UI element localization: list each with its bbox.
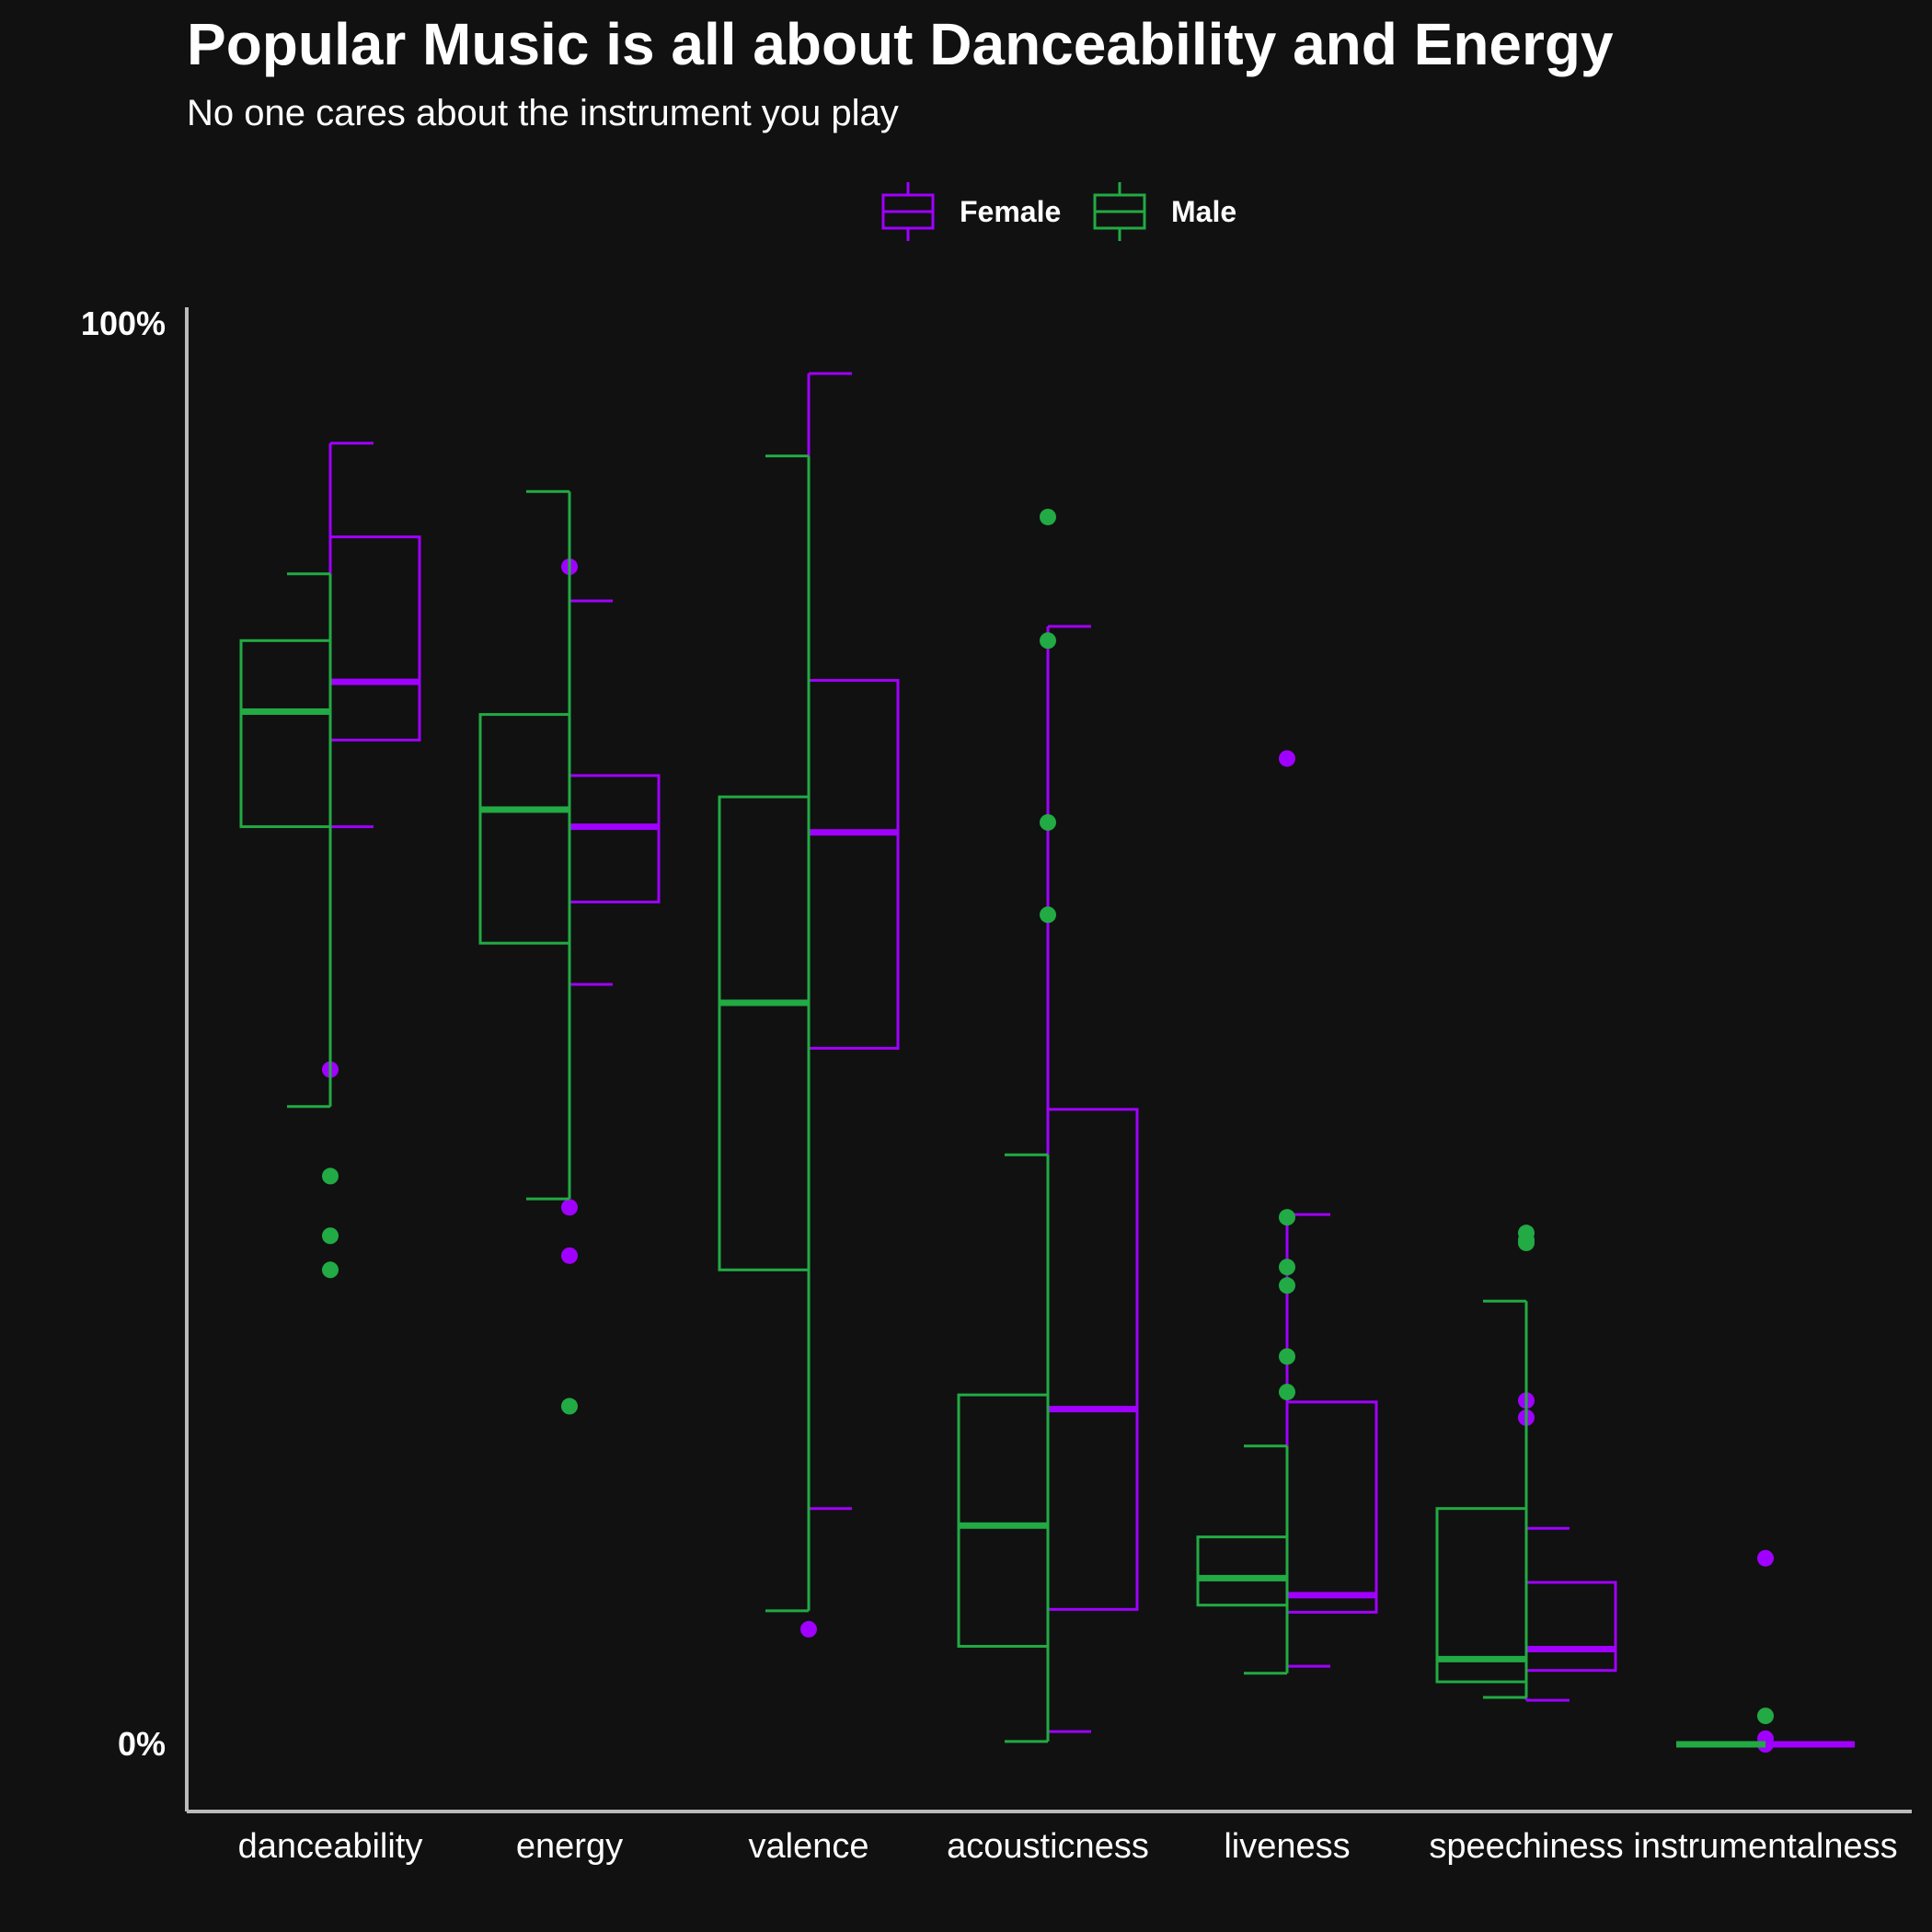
female-box-instrumentalness [1757,1549,1855,1753]
outlier-point [322,1167,339,1185]
outlier-point [1279,1277,1295,1294]
x-tick-label: liveness [1224,1827,1350,1866]
outlier-point [1040,813,1056,831]
outlier-point [1279,1348,1295,1365]
y-tick-label: 0% [118,1725,166,1763]
iqr-box [718,795,811,1271]
male-box-valence [718,454,811,1613]
outlier-point [1518,1234,1535,1251]
legend-label: Female [960,195,1061,228]
legend: Female Male [881,182,1236,241]
outlier-point [1040,632,1056,650]
outlier-point [1757,1549,1774,1567]
iqr-box [239,638,332,829]
outlier-point [1279,1384,1295,1401]
outlier-point [561,1199,578,1216]
outlier-point [561,1397,578,1415]
female-box-liveness [1279,750,1378,1668]
chart-title: Popular Music is all about Danceability … [187,11,1614,77]
male-box-danceability [239,572,339,1279]
iqr-box [1435,1507,1528,1684]
x-tick-label: danceability [238,1827,423,1866]
legend-item-male: Male [1093,182,1236,241]
outlier-point [322,1261,339,1279]
outlier-point [1040,508,1056,525]
y-tick-label: 100% [81,305,166,342]
outlier-point [1279,1259,1295,1276]
iqr-box [1196,1535,1289,1607]
plot-area [239,372,1855,1753]
outlier-point [1040,906,1056,924]
male-box-speechiness [1435,1225,1535,1699]
male-box-energy [478,489,578,1415]
male-box-liveness [1196,1209,1295,1675]
male-box-instrumentalness [1676,1708,1774,1748]
axes: 0% 100% danceability energy valence acousticn… [81,305,1912,1866]
x-tick-label: instrumentalness [1633,1827,1897,1866]
iqr-box [957,1393,1050,1648]
outlier-point [1279,1209,1295,1226]
chart-subtitle: No one cares about the instrument you pl… [187,93,899,133]
legend-item-female: Female [881,182,1061,241]
outlier-point [322,1227,339,1245]
x-tick-label: speechiness [1429,1827,1623,1866]
x-tick-label: acousticness [947,1827,1149,1866]
iqr-box [478,713,571,945]
x-tick-label: energy [516,1827,623,1866]
outlier-point [800,1620,817,1638]
x-tick-label: valence [749,1827,869,1866]
legend-label: Male [1171,195,1236,228]
male-box-acousticness [957,508,1056,1743]
outlier-point [1279,750,1295,767]
outlier-point [561,1247,578,1264]
outlier-point [1757,1708,1774,1725]
